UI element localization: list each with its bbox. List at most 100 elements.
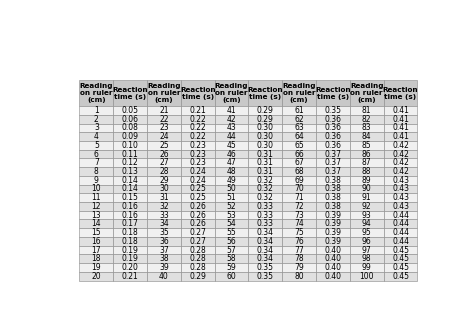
Text: 0.30: 0.30 [257,123,274,132]
Bar [147,124,181,132]
Bar [383,167,418,176]
Text: 19: 19 [91,263,101,272]
Text: 49: 49 [227,176,237,185]
Bar [181,132,215,141]
Bar [383,202,418,211]
Bar [383,219,418,228]
Text: 61: 61 [294,106,304,115]
Bar [113,124,147,132]
Text: 0.27: 0.27 [189,237,206,246]
Text: 0.33: 0.33 [257,219,274,228]
Text: 0.32: 0.32 [257,184,274,193]
Bar [248,272,282,281]
Bar [248,158,282,167]
Text: 58: 58 [227,254,237,263]
Text: Reading
on ruler
(cm): Reading on ruler (cm) [80,83,113,103]
Bar [181,255,215,263]
Text: 0.20: 0.20 [122,263,138,272]
Bar [181,80,215,106]
Bar [316,193,350,202]
Bar [181,150,215,158]
Bar [147,237,181,245]
Text: Reaction
time (s): Reaction time (s) [247,87,283,100]
Bar [248,167,282,176]
Bar [113,228,147,237]
Text: 0.19: 0.19 [122,245,138,255]
Text: 59: 59 [227,263,237,272]
Text: 0.28: 0.28 [190,254,206,263]
Bar [248,185,282,193]
Bar [282,167,316,176]
Bar [316,219,350,228]
Bar [181,158,215,167]
Text: 0.27: 0.27 [189,228,206,237]
Text: 87: 87 [362,158,372,167]
Bar [383,228,418,237]
Text: 0.45: 0.45 [392,272,409,281]
Bar [215,211,248,219]
Text: 0.38: 0.38 [325,184,341,193]
Bar [80,80,113,106]
Bar [80,272,113,281]
Bar [113,132,147,141]
Bar [316,124,350,132]
Text: 0.32: 0.32 [257,193,274,202]
Text: 0.36: 0.36 [324,123,341,132]
Text: 0.44: 0.44 [392,219,409,228]
Bar [316,141,350,150]
Bar [80,228,113,237]
Text: 0.08: 0.08 [122,123,138,132]
Bar [350,80,383,106]
Text: 0.35: 0.35 [257,272,274,281]
Text: 64: 64 [294,132,304,141]
Text: 0.37: 0.37 [324,150,341,159]
Bar [383,124,418,132]
Bar [248,132,282,141]
Text: 78: 78 [294,254,304,263]
Bar [248,237,282,245]
Bar [215,141,248,150]
Text: 0.43: 0.43 [392,202,409,211]
Bar [147,255,181,263]
Bar [350,228,383,237]
Text: 0.14: 0.14 [122,184,138,193]
Text: 22: 22 [159,115,169,124]
Text: 0.13: 0.13 [122,167,138,176]
Bar [147,150,181,158]
Text: 75: 75 [294,228,304,237]
Text: 0.41: 0.41 [392,132,409,141]
Text: 11: 11 [91,193,101,202]
Text: 18: 18 [91,254,101,263]
Text: 0.24: 0.24 [189,167,206,176]
Text: 0.40: 0.40 [324,263,341,272]
Text: 34: 34 [159,219,169,228]
Bar [383,237,418,245]
Bar [248,219,282,228]
Bar [181,272,215,281]
Bar [383,272,418,281]
Text: 39: 39 [159,263,169,272]
Bar [113,211,147,219]
Text: 41: 41 [227,106,237,115]
Bar [316,185,350,193]
Bar [80,115,113,124]
Text: 47: 47 [227,158,237,167]
Text: 0.35: 0.35 [324,106,341,115]
Bar [181,202,215,211]
Text: 67: 67 [294,158,304,167]
Bar [113,158,147,167]
Bar [282,150,316,158]
Bar [113,167,147,176]
Bar [181,193,215,202]
Bar [215,132,248,141]
Text: 0.05: 0.05 [122,106,139,115]
Text: 36: 36 [159,237,169,246]
Bar [282,80,316,106]
Bar [181,115,215,124]
Bar [282,115,316,124]
Bar [350,245,383,255]
Text: 0.42: 0.42 [392,141,409,150]
Bar [248,150,282,158]
Text: 0.18: 0.18 [122,237,138,246]
Text: 0.16: 0.16 [122,211,138,220]
